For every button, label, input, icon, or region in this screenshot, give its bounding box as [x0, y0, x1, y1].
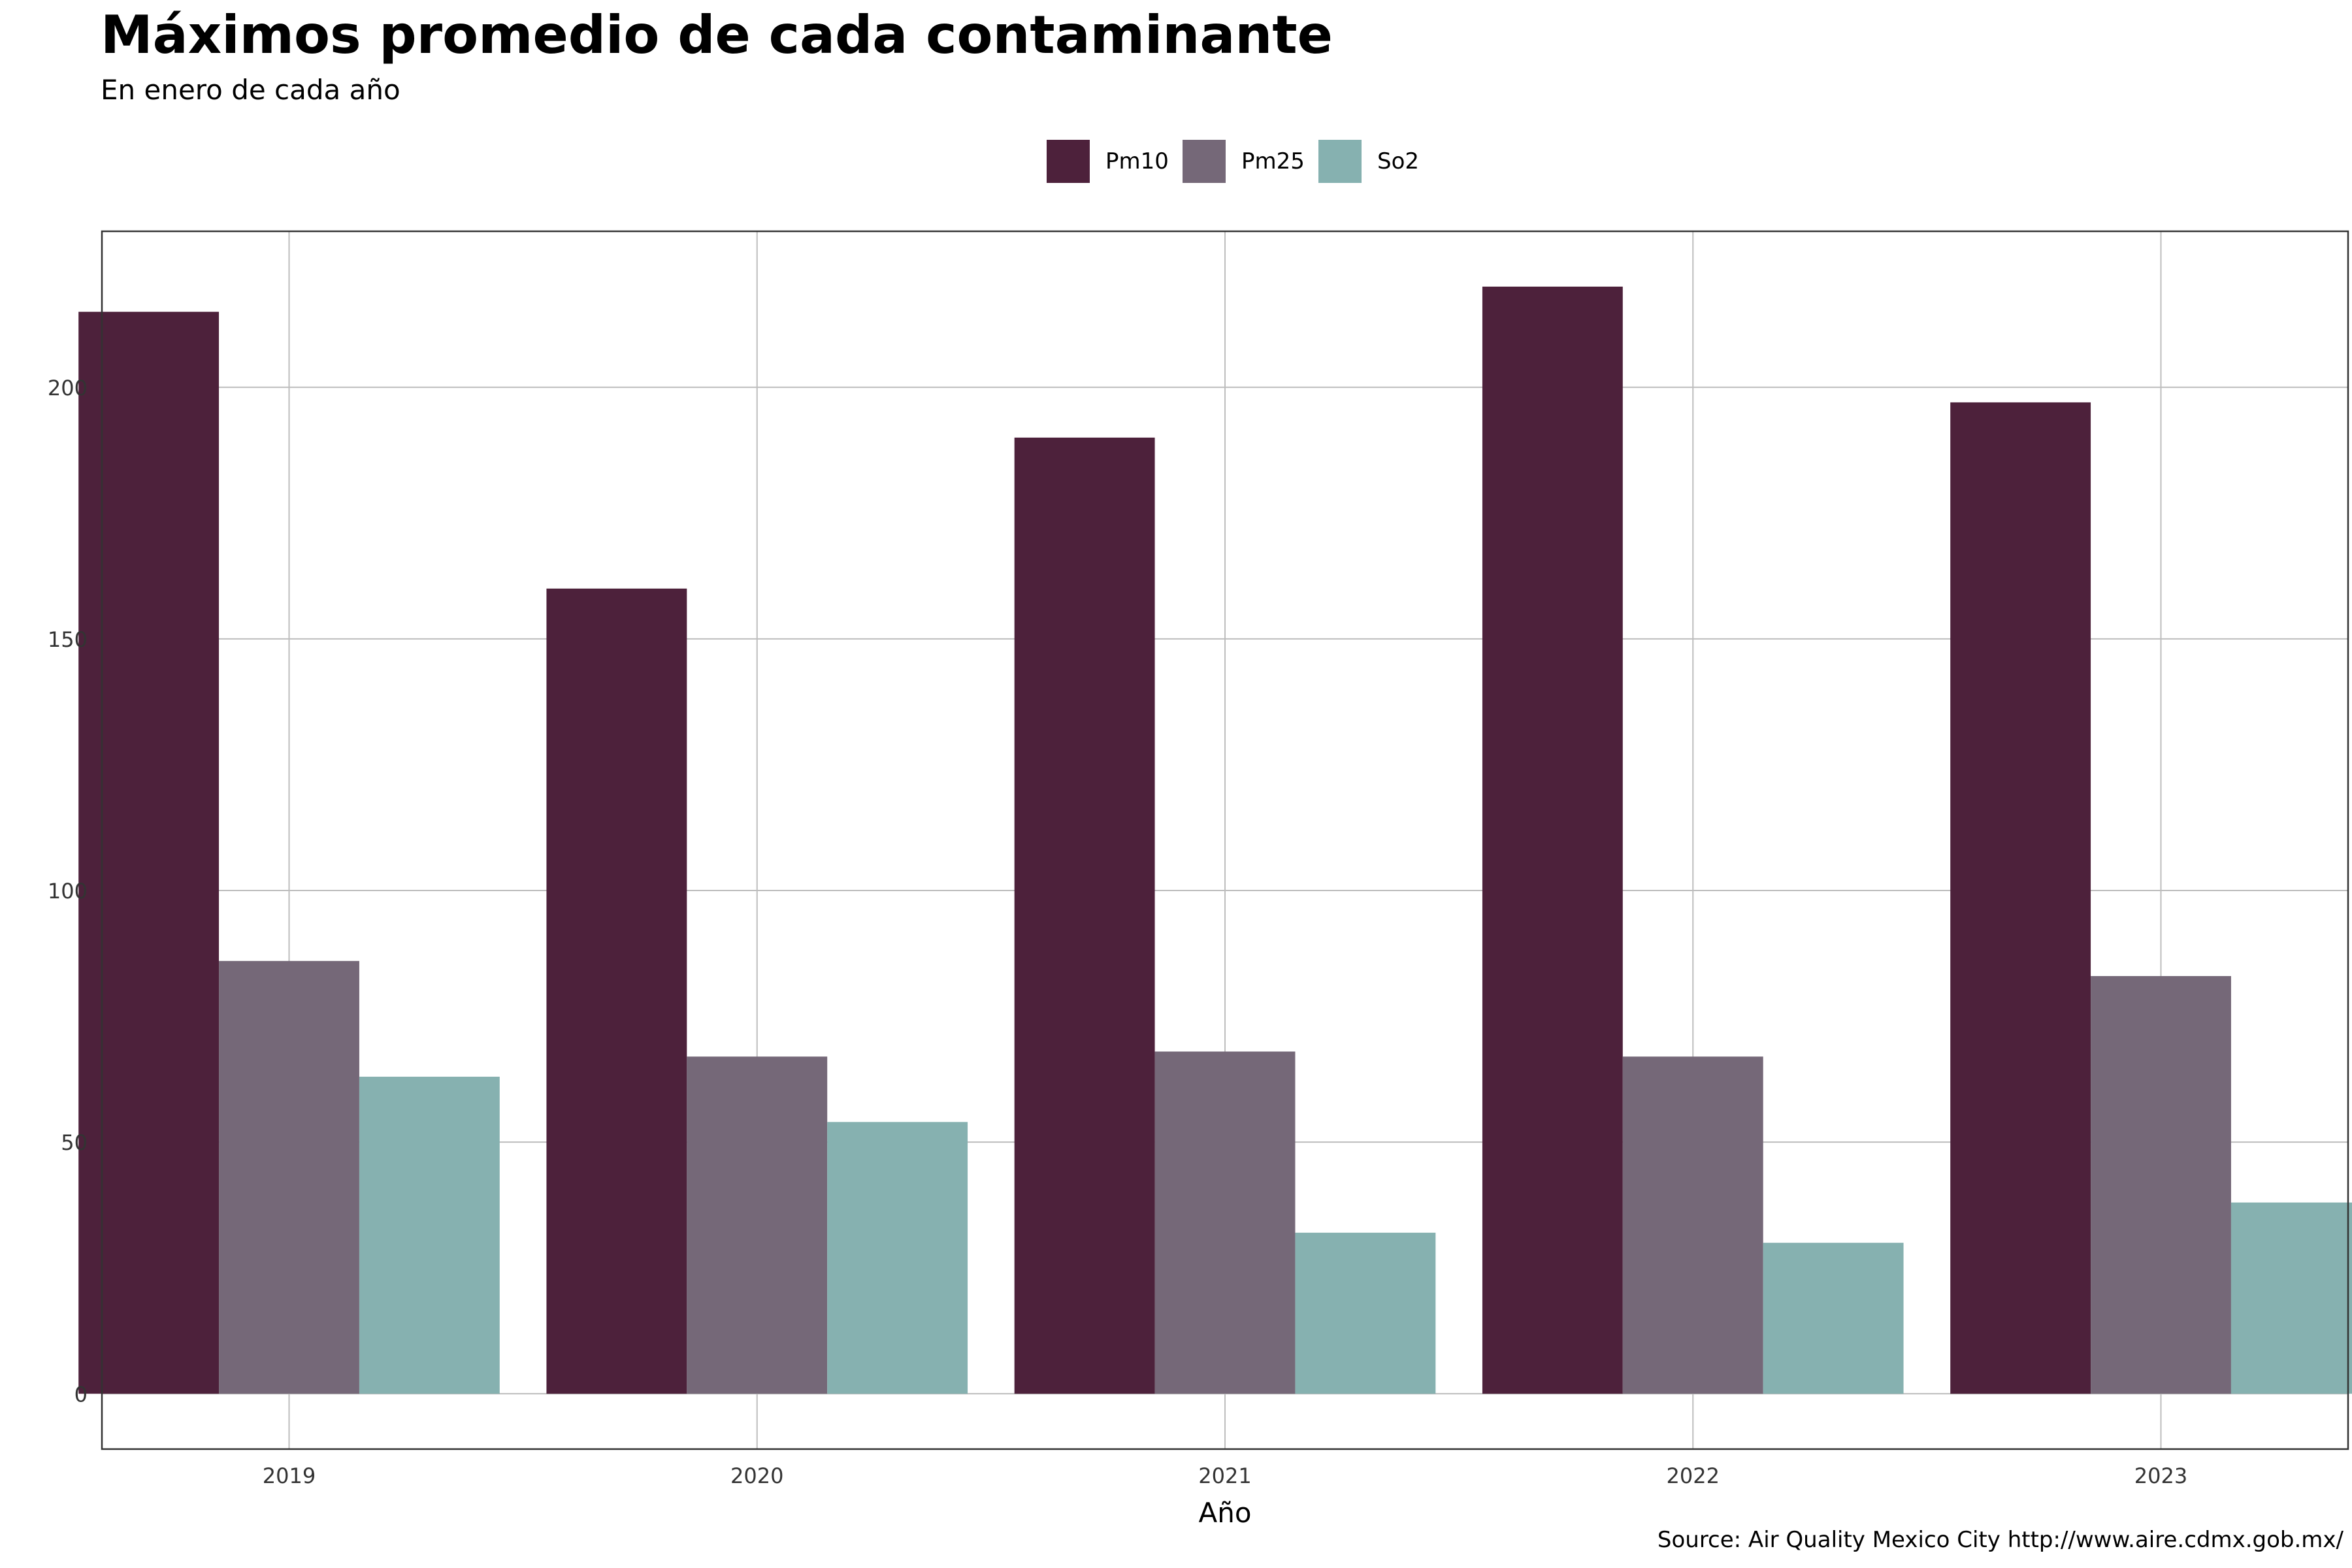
bar-so2-2021 [1295, 1232, 1436, 1394]
bar-pm10-2020 [546, 588, 687, 1394]
bar-pm25-2020 [687, 1056, 828, 1394]
y-tick-label: 50 [61, 1130, 88, 1155]
y-tick-label: 200 [48, 376, 88, 400]
bar-pm25-2023 [2091, 975, 2231, 1394]
bar-pm25-2019 [219, 960, 359, 1394]
x-tick-label: 2023 [2134, 1463, 2187, 1488]
legend-item-pm25: Pm25 [1183, 139, 1305, 184]
legend-item-pm10: Pm10 [1047, 139, 1169, 184]
legend-item-so2: So2 [1318, 139, 1419, 184]
y-tick-label: 0 [74, 1382, 88, 1407]
x-axis-title: Año [1198, 1497, 1251, 1529]
bars [78, 286, 2352, 1394]
legend-swatch-pm25 [1183, 140, 1226, 183]
legend-swatch-so2 [1318, 140, 1362, 183]
plot-panel-border [101, 230, 2349, 1450]
bar-so2-2020 [827, 1122, 968, 1394]
legend: Pm10 Pm25 So2 [0, 139, 1878, 184]
bar-pm10-2019 [78, 312, 220, 1394]
chart-title: Máximos promedio de cada contaminante [101, 5, 1333, 65]
legend-swatch-pm10 [1047, 140, 1090, 183]
x-tick-label: 2022 [1667, 1463, 1720, 1488]
bar-pm10-2023 [1950, 402, 2091, 1394]
x-tick-label: 2020 [730, 1463, 783, 1488]
legend-label-pm10: Pm10 [1105, 148, 1169, 174]
bar-pm10-2022 [1482, 286, 1623, 1394]
y-tick-label: 100 [48, 879, 88, 904]
axis-ticks: 0 50 100 150 200 2019 2020 2021 2022 2023 [48, 376, 2187, 1488]
bar-so2-2022 [1763, 1243, 1904, 1394]
x-tick-label: 2019 [263, 1463, 316, 1488]
bar-pm10-2021 [1014, 437, 1155, 1394]
bar-so2-2023 [2230, 1202, 2352, 1394]
legend-label-pm25: Pm25 [1241, 148, 1305, 174]
chart-subtitle: En enero de cada año [101, 74, 400, 106]
legend-label-so2: So2 [1377, 148, 1420, 174]
source-caption: Source: Air Quality Mexico City http://w… [1657, 1527, 2344, 1553]
x-tick-label: 2021 [1198, 1463, 1251, 1488]
bar-pm25-2021 [1154, 1051, 1296, 1394]
y-tick-label: 150 [48, 627, 88, 652]
bar-pm25-2022 [1622, 1056, 1763, 1394]
bar-so2-2019 [359, 1077, 500, 1394]
